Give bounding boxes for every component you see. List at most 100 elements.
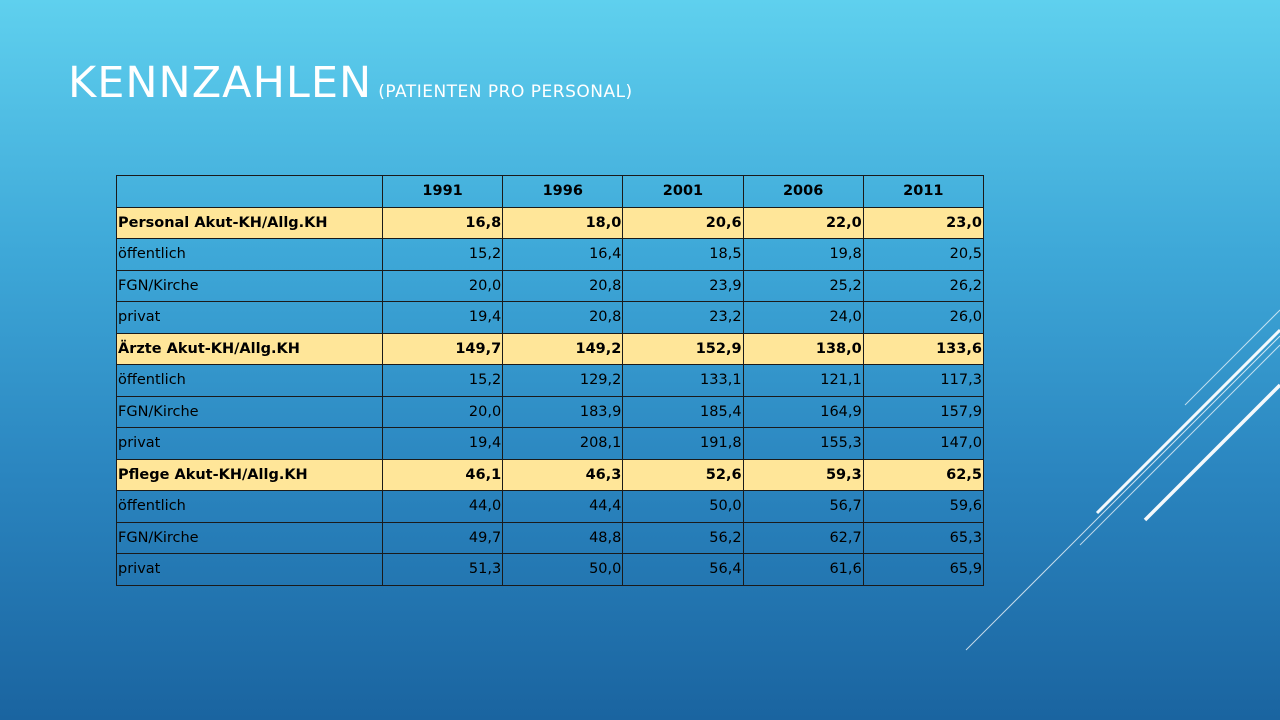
decorative-line (1143, 383, 1280, 522)
table-cell: 133,1 (622, 364, 744, 397)
table-cell: 51,3 (381, 553, 504, 586)
row-label: Pflege Akut-KH/Allg.KH (116, 458, 383, 491)
table-cell: 18,0 (502, 206, 624, 239)
row-label: öffentlich (116, 238, 383, 271)
table-cell: 15,2 (381, 238, 504, 271)
table-cell: 62,7 (742, 521, 864, 554)
table-cell: 61,6 (742, 553, 864, 586)
table-cell: 121,1 (742, 364, 864, 397)
table-cell: 23,2 (622, 301, 744, 334)
table-cell: 208,1 (502, 427, 624, 460)
decorative-line (1095, 328, 1280, 515)
table-cell: 50,0 (502, 553, 624, 586)
row-label: öffentlich (116, 364, 383, 397)
row-label: privat (116, 301, 383, 334)
slide-title-subtitle: (PATIENTEN PRO PERSONAL) (378, 82, 633, 102)
table-cell: 147,0 (862, 427, 984, 460)
row-label: privat (116, 553, 383, 586)
table-cell: 23,0 (862, 206, 984, 239)
table-cell: 48,8 (502, 521, 624, 554)
table-row: privat 51,3 50,0 56,4 61,6 65,9 (116, 553, 984, 586)
table-cell: 59,6 (862, 490, 984, 523)
table-header-row: 1991 1996 2001 2006 2011 (116, 175, 984, 208)
table-cell: 22,0 (742, 206, 864, 239)
row-label: FGN/Kirche (116, 395, 383, 428)
kennzahlen-table: 1991 1996 2001 2006 2011 Personal Akut-K… (116, 175, 984, 586)
table-row: FGN/Kirche 20,0 20,8 23,9 25,2 26,2 (116, 269, 984, 302)
table-cell: 44,0 (381, 490, 504, 523)
table-cell: 46,1 (381, 458, 504, 491)
year-header: 1996 (502, 175, 624, 208)
table-cell: 65,9 (862, 553, 984, 586)
table-cell: 149,2 (502, 332, 624, 365)
row-label: öffentlich (116, 490, 383, 523)
table-cell: 20,8 (502, 301, 624, 334)
table-cell: 16,8 (381, 206, 504, 239)
table-cell: 49,7 (381, 521, 504, 554)
slide-title: KENNZAHLEN (PATIENTEN PRO PERSONAL) (68, 58, 633, 108)
slide-title-main: KENNZAHLEN (68, 58, 373, 108)
table-cell: 26,2 (862, 269, 984, 302)
table-cell: 50,0 (622, 490, 744, 523)
decorative-line (965, 335, 1280, 651)
table-row: FGN/Kirche 20,0 183,9 185,4 164,9 157,9 (116, 395, 984, 428)
table-cell: 56,7 (742, 490, 864, 523)
table-cell: 20,5 (862, 238, 984, 271)
table-row: öffentlich 15,2 129,2 133,1 121,1 117,3 (116, 364, 984, 397)
table-cell: 164,9 (742, 395, 864, 428)
table-row: privat 19,4 208,1 191,8 155,3 147,0 (116, 427, 984, 460)
table-row: FGN/Kirche 49,7 48,8 56,2 62,7 65,3 (116, 521, 984, 554)
table-row: öffentlich 44,0 44,4 50,0 56,7 59,6 (116, 490, 984, 523)
table-row-group-aerzte: Ärzte Akut-KH/Allg.KH 149,7 149,2 152,9 … (116, 332, 984, 365)
table-cell: 56,4 (622, 553, 744, 586)
table-cell: 24,0 (742, 301, 864, 334)
table-cell: 25,2 (742, 269, 864, 302)
table-cell: 20,6 (622, 206, 744, 239)
row-label: privat (116, 427, 383, 460)
table-cell: 183,9 (502, 395, 624, 428)
year-header: 2006 (742, 175, 864, 208)
row-label: FGN/Kirche (116, 269, 383, 302)
table-cell: 149,7 (381, 332, 504, 365)
table-cell: 62,5 (862, 458, 984, 491)
table-cell: 44,4 (502, 490, 624, 523)
table-cell: 133,6 (862, 332, 984, 365)
table-cell: 20,8 (502, 269, 624, 302)
table-row-group-pflege: Pflege Akut-KH/Allg.KH 46,1 46,3 52,6 59… (116, 458, 984, 491)
table-cell: 26,0 (862, 301, 984, 334)
decorative-line (1184, 309, 1280, 406)
table-cell: 59,3 (742, 458, 864, 491)
table-cell: 129,2 (502, 364, 624, 397)
table-cell: 56,2 (622, 521, 744, 554)
table-cell: 185,4 (622, 395, 744, 428)
table-cell: 15,2 (381, 364, 504, 397)
table-row-group-personal: Personal Akut-KH/Allg.KH 16,8 18,0 20,6 … (116, 206, 984, 239)
table-cell: 19,4 (381, 427, 504, 460)
table-cell: 152,9 (622, 332, 744, 365)
decorative-line (1079, 344, 1280, 546)
year-header: 2001 (622, 175, 744, 208)
table-row: privat 19,4 20,8 23,2 24,0 26,0 (116, 301, 984, 334)
table-cell: 138,0 (742, 332, 864, 365)
table-cell: 20,0 (381, 395, 504, 428)
year-header: 2011 (862, 175, 984, 208)
table-cell: 18,5 (622, 238, 744, 271)
table-cell: 65,3 (862, 521, 984, 554)
table-row: öffentlich 15,2 16,4 18,5 19,8 20,5 (116, 238, 984, 271)
table-cell: 52,6 (622, 458, 744, 491)
year-header: 1991 (381, 175, 504, 208)
row-label: Ärzte Akut-KH/Allg.KH (116, 332, 383, 365)
table-cell: 16,4 (502, 238, 624, 271)
row-label: FGN/Kirche (116, 521, 383, 554)
table-cell: 46,3 (502, 458, 624, 491)
table-cell: 157,9 (862, 395, 984, 428)
table-cell: 191,8 (622, 427, 744, 460)
table-cell: 117,3 (862, 364, 984, 397)
table-cell: 20,0 (381, 269, 504, 302)
table-corner-cell (116, 175, 383, 208)
table-cell: 19,8 (742, 238, 864, 271)
row-label: Personal Akut-KH/Allg.KH (116, 206, 383, 239)
table-cell: 23,9 (622, 269, 744, 302)
table-cell: 155,3 (742, 427, 864, 460)
table-cell: 19,4 (381, 301, 504, 334)
